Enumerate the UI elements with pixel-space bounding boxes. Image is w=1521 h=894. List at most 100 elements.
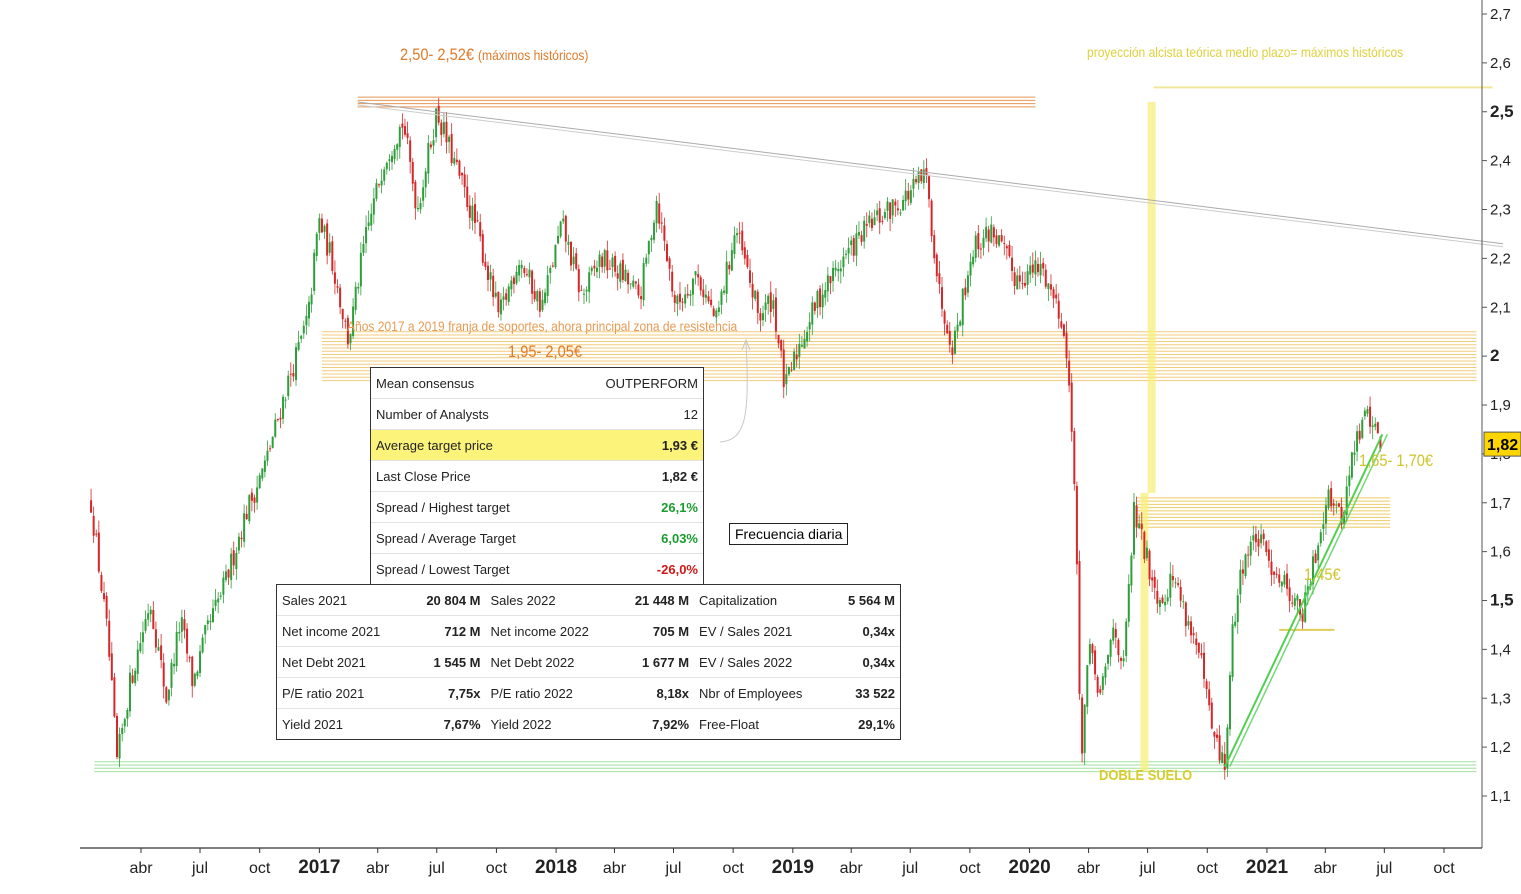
candle <box>642 257 645 307</box>
candle <box>518 259 521 282</box>
support-zone-label: Años 2017 a 2019 franja de soportes, aho… <box>347 318 738 334</box>
candle <box>549 265 552 284</box>
candle <box>647 240 650 264</box>
candle <box>909 185 912 206</box>
candle <box>1114 622 1117 649</box>
x-tick-label: oct <box>249 860 271 877</box>
candle <box>824 282 827 306</box>
candle <box>551 262 554 268</box>
candle <box>1003 235 1006 256</box>
candle <box>800 336 803 348</box>
fundamentals-label: Sales 2021 <box>277 585 408 616</box>
candle <box>723 285 726 295</box>
candle <box>315 231 318 262</box>
candle <box>1195 632 1198 655</box>
candle <box>1062 323 1065 338</box>
candle <box>222 571 225 604</box>
candle <box>619 260 622 289</box>
candle <box>455 148 458 165</box>
candle <box>782 339 785 399</box>
candle <box>863 215 866 249</box>
candle <box>601 252 604 273</box>
candle <box>754 290 757 302</box>
candle <box>1120 656 1123 670</box>
candle <box>352 298 355 339</box>
candle <box>1356 425 1359 462</box>
candle <box>206 615 209 631</box>
fundamentals-value: 7,75x <box>407 677 486 709</box>
candle <box>761 305 764 327</box>
candle <box>214 589 217 612</box>
candle <box>673 290 676 313</box>
candle <box>634 280 637 290</box>
candle <box>269 445 272 452</box>
consensus-table: Mean consensus OUTPERFORM Number of Analys… <box>370 367 704 585</box>
candle <box>1099 685 1102 695</box>
candle <box>1327 485 1330 511</box>
candle <box>865 212 868 238</box>
candle <box>860 230 863 246</box>
candle <box>956 312 959 339</box>
candle <box>427 135 430 184</box>
candle <box>896 199 899 216</box>
candle <box>1164 594 1167 612</box>
candle <box>533 279 536 302</box>
candle <box>165 686 168 704</box>
consensus-label: Last Close Price <box>371 460 569 492</box>
candle <box>476 211 479 223</box>
candle <box>240 531 243 548</box>
candle <box>624 264 627 283</box>
candle <box>1184 601 1187 637</box>
candle <box>1088 638 1091 666</box>
candle <box>1073 427 1076 491</box>
candle <box>266 440 269 466</box>
candle <box>790 362 793 373</box>
candle <box>380 168 383 194</box>
candle <box>528 262 531 285</box>
candle <box>326 219 329 265</box>
candle <box>1200 643 1203 659</box>
candle <box>873 209 876 226</box>
candle <box>248 494 251 525</box>
candle <box>1223 742 1226 780</box>
candle <box>567 234 570 256</box>
candle <box>149 606 152 623</box>
candle <box>819 285 822 316</box>
candle <box>144 610 147 634</box>
candle <box>429 141 432 150</box>
candle <box>1179 579 1182 608</box>
candle <box>998 235 1001 248</box>
fundamentals-label: P/E ratio 2021 <box>277 677 408 709</box>
candle <box>313 249 316 295</box>
candle <box>598 250 601 279</box>
candle <box>401 113 404 140</box>
candle <box>1138 514 1141 530</box>
candle <box>886 197 889 222</box>
candle <box>889 201 892 232</box>
candle <box>250 488 253 512</box>
candle <box>471 197 474 231</box>
candle <box>733 226 736 259</box>
candle <box>1283 570 1286 588</box>
candle <box>917 166 920 190</box>
candle <box>302 320 305 339</box>
y-tick-label: 2,4 <box>1490 153 1511 170</box>
max-price-label: 2,50- 2,52€ (máximos históricos) <box>400 45 588 65</box>
candle <box>1031 252 1034 278</box>
candle <box>769 281 772 324</box>
candle <box>1340 497 1343 530</box>
candle <box>741 221 744 256</box>
candle <box>370 203 373 232</box>
candle <box>1247 545 1250 568</box>
fundamentals-label: Nbr of Employees <box>694 677 832 709</box>
candle <box>1055 284 1058 304</box>
candle <box>466 174 469 212</box>
candle <box>821 283 824 319</box>
consensus-value: 6,03% <box>568 522 703 554</box>
candle <box>463 166 466 198</box>
candle <box>629 283 632 290</box>
candle <box>717 300 720 316</box>
candle <box>1363 407 1366 420</box>
candle <box>1068 350 1071 393</box>
candle <box>668 256 671 281</box>
